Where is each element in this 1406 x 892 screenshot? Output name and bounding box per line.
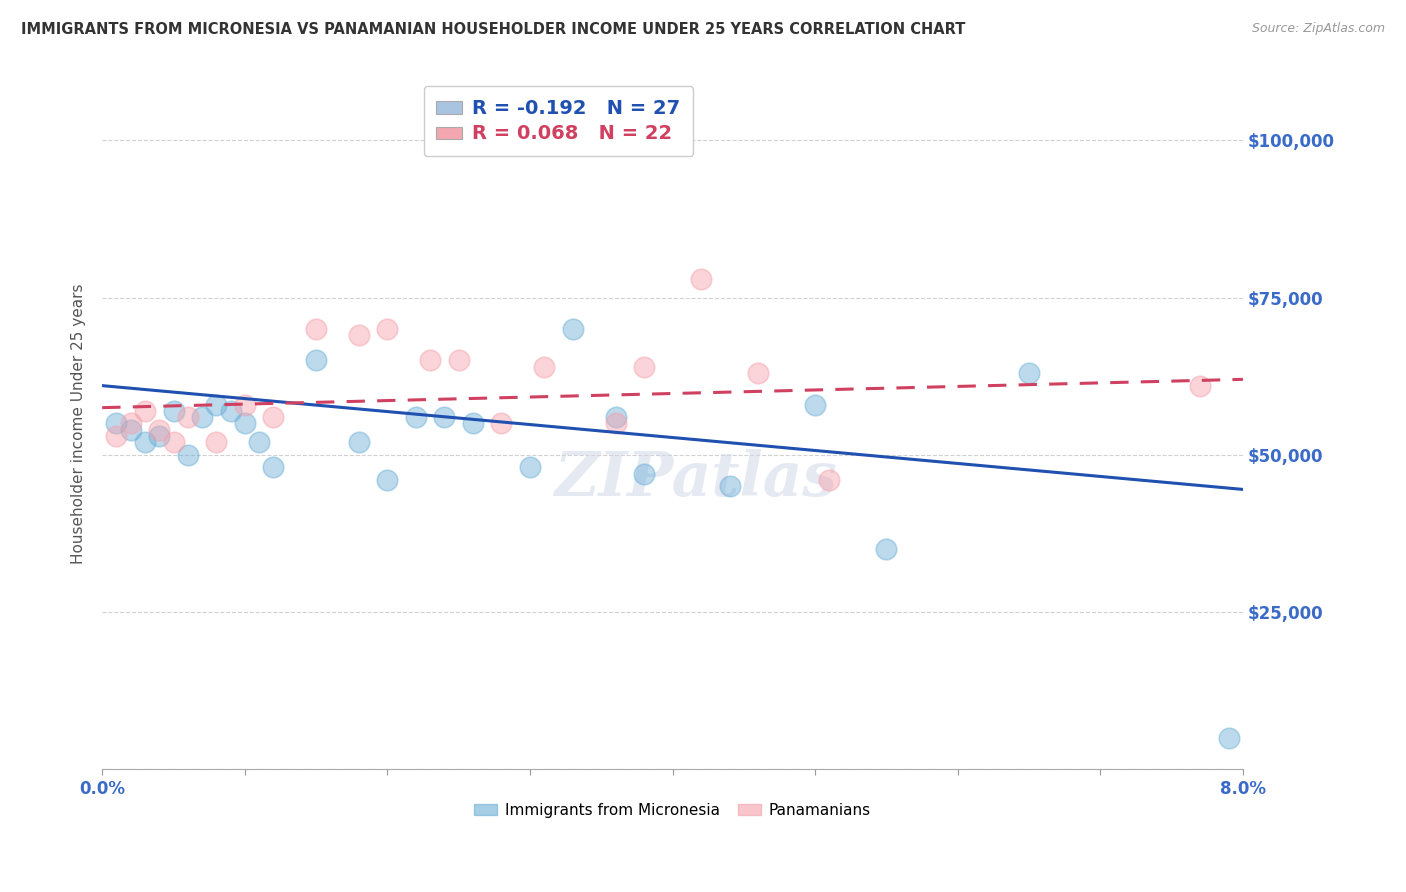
Point [205,397,228,411]
Point [533,359,555,374]
Y-axis label: Householder income Under 25 years: Householder income Under 25 years [72,283,86,564]
Point [305,322,328,336]
Point [1189,378,1212,392]
Point [134,404,156,418]
Point [605,417,627,431]
Point [405,410,427,425]
Point [875,542,897,557]
Point [262,410,284,425]
Point [804,397,827,411]
Point [233,417,256,431]
Point [177,448,200,462]
Text: IMMIGRANTS FROM MICRONESIA VS PANAMANIAN HOUSEHOLDER INCOME UNDER 25 YEARS CORRE: IMMIGRANTS FROM MICRONESIA VS PANAMANIAN… [21,22,966,37]
Point [461,417,484,431]
Point [191,410,214,425]
Point [105,417,128,431]
Point [105,429,128,443]
Point [120,423,142,437]
Point [162,435,184,450]
Point [690,271,713,285]
Point [219,404,242,418]
Point [718,479,741,493]
Point [148,423,170,437]
Point [305,353,328,368]
Point [433,410,456,425]
Point [148,429,170,443]
Point [561,322,583,336]
Point [519,460,541,475]
Point [1218,731,1240,745]
Point [134,435,156,450]
Point [447,353,470,368]
Point [162,404,184,418]
Point [347,328,370,343]
Point [377,322,399,336]
Point [233,397,256,411]
Point [419,353,441,368]
Point [747,366,769,380]
Text: Source: ZipAtlas.com: Source: ZipAtlas.com [1251,22,1385,36]
Point [247,435,270,450]
Point [262,460,284,475]
Text: ZIPatlas: ZIPatlas [554,449,837,508]
Point [120,417,142,431]
Point [633,467,655,481]
Point [605,410,627,425]
Point [491,417,513,431]
Point [818,473,841,487]
Legend: Immigrants from Micronesia, Panamanians: Immigrants from Micronesia, Panamanians [468,797,877,824]
Point [377,473,399,487]
Point [633,359,655,374]
Point [1018,366,1040,380]
Point [205,435,228,450]
Point [177,410,200,425]
Point [347,435,370,450]
